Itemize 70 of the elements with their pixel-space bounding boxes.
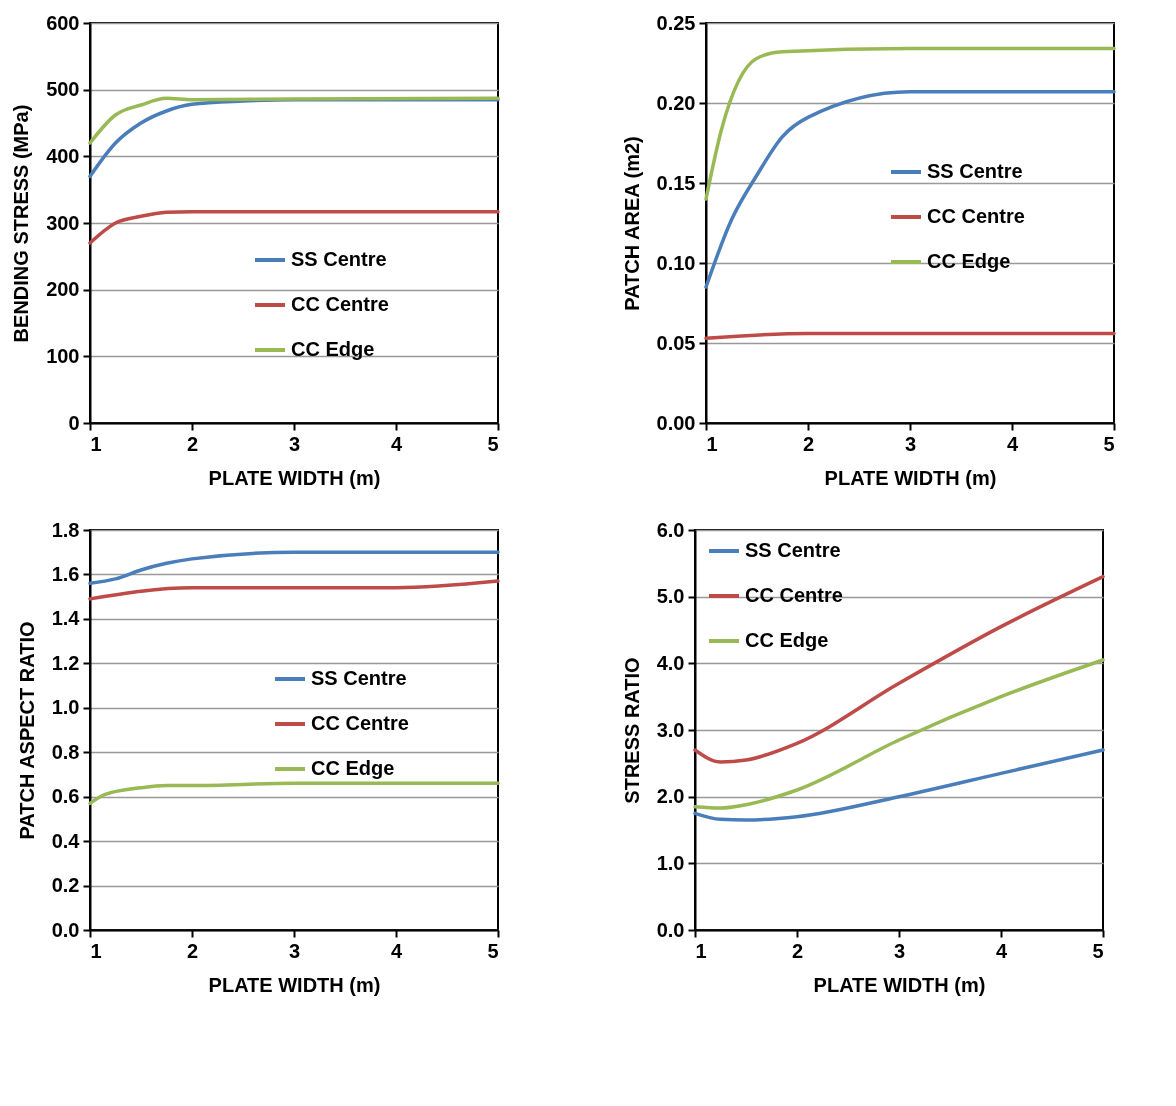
y-tick-label: 1.4 [51, 607, 81, 630]
y-tick-label: 0.00 [656, 411, 696, 434]
y-tick-label: 500 [46, 78, 80, 101]
y-tick-label: 5.0 [656, 585, 685, 608]
x-tick-label: 3 [904, 432, 917, 455]
x-tick-label: 4 [390, 939, 403, 962]
y-tick-label: 0.10 [656, 251, 696, 274]
y-tick-label: 400 [46, 144, 80, 167]
y-tick-label: 0.0 [656, 918, 685, 941]
legend-label: CC Edge [311, 757, 395, 779]
y-tick-label: 1.0 [656, 851, 685, 874]
y-tick-label: 0.6 [51, 785, 80, 808]
x-tick-label: 2 [186, 432, 199, 455]
y-tick-label: 1.0 [51, 696, 80, 719]
y-tick-label: 6.0 [656, 518, 685, 541]
y-tick-label: 200 [46, 278, 80, 301]
y-tick-label: 0.20 [656, 91, 696, 114]
legend-label: CC Centre [311, 712, 409, 734]
y-tick-label: 0.15 [656, 171, 696, 194]
x-tick-label: 3 [288, 939, 301, 962]
x-tick-label: 5 [1092, 939, 1104, 962]
y-tick-label: 3.0 [656, 718, 685, 741]
y-tick-label: 1.6 [51, 562, 80, 585]
x-tick-label: 4 [1006, 432, 1019, 455]
x-tick-label: 3 [893, 939, 906, 962]
y-tick-label: 4.0 [656, 651, 685, 674]
y-tick-label: 0.25 [656, 11, 696, 34]
x-tick-label: 4 [390, 432, 403, 455]
y-tick-label: 0.4 [51, 829, 81, 852]
x-tick-label: 3 [288, 432, 301, 455]
x-tick-label: 5 [487, 432, 499, 455]
y-tick-label: 300 [46, 211, 80, 234]
y-axis-title: BENDING STRESS (MPa) [10, 104, 33, 343]
x-tick-label: 2 [791, 939, 804, 962]
x-tick-label: 2 [802, 432, 815, 455]
legend-label: SS Centre [745, 539, 841, 561]
y-tick-label: 1.2 [51, 651, 80, 674]
y-tick-label: 0.0 [51, 918, 80, 941]
y-axis-title: PATCH ASPECT RATIO [15, 621, 38, 840]
x-axis-title: PLATE WIDTH (m) [824, 466, 997, 489]
x-tick-label: 5 [487, 939, 499, 962]
legend-label: CC Edge [927, 250, 1011, 272]
legend-label: CC Edge [745, 629, 829, 651]
x-tick-label: 1 [695, 939, 707, 962]
y-axis-title: STRESS RATIO [620, 657, 643, 804]
x-axis-title: PLATE WIDTH (m) [813, 973, 986, 996]
legend-label: CC Centre [927, 205, 1025, 227]
x-axis-title: PLATE WIDTH (m) [208, 973, 381, 996]
y-tick-label: 0.05 [656, 331, 696, 354]
y-tick-label: 2.0 [656, 785, 685, 808]
x-tick-label: 1 [706, 432, 718, 455]
x-tick-label: 1 [90, 939, 102, 962]
y-tick-label: 100 [46, 344, 80, 367]
legend-label: SS Centre [291, 248, 387, 270]
x-tick-label: 1 [90, 432, 102, 455]
legend-label: SS Centre [927, 160, 1023, 182]
legend-label: CC Edge [291, 338, 375, 360]
legend-label: CC Centre [745, 584, 843, 606]
y-tick-label: 1.8 [51, 518, 80, 541]
y-tick-label: 0.8 [51, 740, 80, 763]
legend-label: CC Centre [291, 293, 389, 315]
x-tick-label: 5 [1103, 432, 1115, 455]
y-axis-title: PATCH AREA (m2) [620, 136, 643, 311]
y-tick-label: 600 [46, 11, 80, 34]
x-tick-label: 4 [995, 939, 1008, 962]
legend-label: SS Centre [311, 667, 407, 689]
y-tick-label: 0.2 [51, 874, 80, 897]
x-axis-title: PLATE WIDTH (m) [208, 466, 381, 489]
x-tick-label: 2 [186, 939, 199, 962]
y-tick-label: 0 [68, 411, 80, 434]
